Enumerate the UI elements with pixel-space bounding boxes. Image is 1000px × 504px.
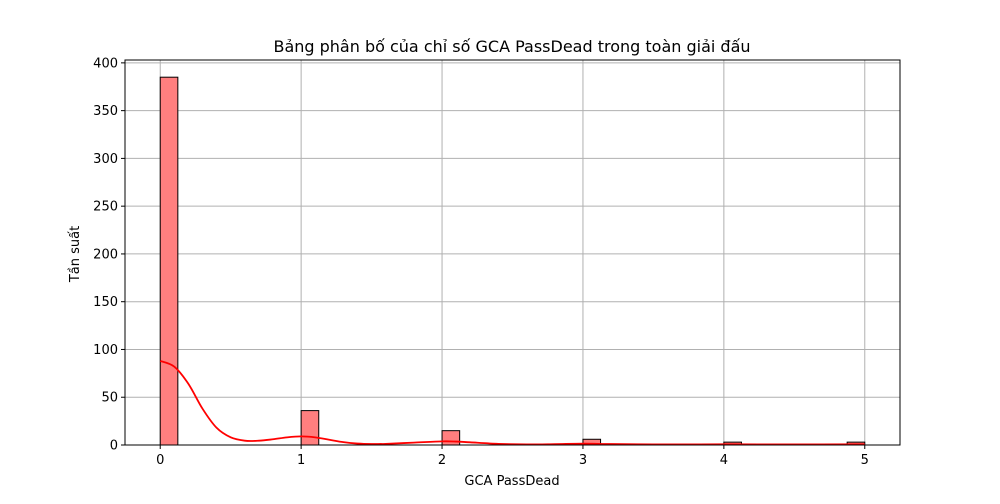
y-tick-label: 400 (93, 56, 118, 71)
kde-curve (159, 360, 865, 446)
y-tick-label: 100 (93, 343, 118, 358)
y-tick-label: 200 (93, 247, 118, 262)
x-tick-label: 4 (720, 453, 728, 468)
x-axis-ticks: 0 1 2 3 4 5 (156, 445, 869, 468)
y-tick-label: 300 (93, 152, 118, 167)
x-tick-label: 5 (861, 453, 869, 468)
y-tick-label: 350 (93, 104, 118, 119)
histogram-bar (300, 410, 320, 446)
x-tick-label: 2 (438, 453, 446, 468)
y-tick-label: 250 (93, 200, 118, 215)
x-tick-label: 0 (156, 453, 164, 468)
y-axis-ticks: 0 50 100 150 200 250 300 350 400 (93, 56, 125, 454)
x-tick-label: 3 (579, 453, 587, 468)
y-axis-label: Tần suất (68, 226, 83, 283)
histogram-bar (159, 76, 179, 446)
y-tick-label: 0 (110, 439, 118, 454)
plot-frame (124, 59, 901, 446)
grid-lines (125, 60, 900, 446)
kde-curve-layer (159, 360, 865, 446)
chart-title: Bảng phân bố của chỉ số GCA PassDead tro… (273, 37, 750, 56)
histogram-bars (159, 76, 866, 446)
histogram-bar (441, 430, 461, 446)
x-tick-label: 1 (297, 453, 305, 468)
y-tick-label: 150 (93, 295, 118, 310)
y-tick-label: 50 (101, 391, 118, 406)
x-axis-label: GCA PassDead (464, 474, 559, 489)
